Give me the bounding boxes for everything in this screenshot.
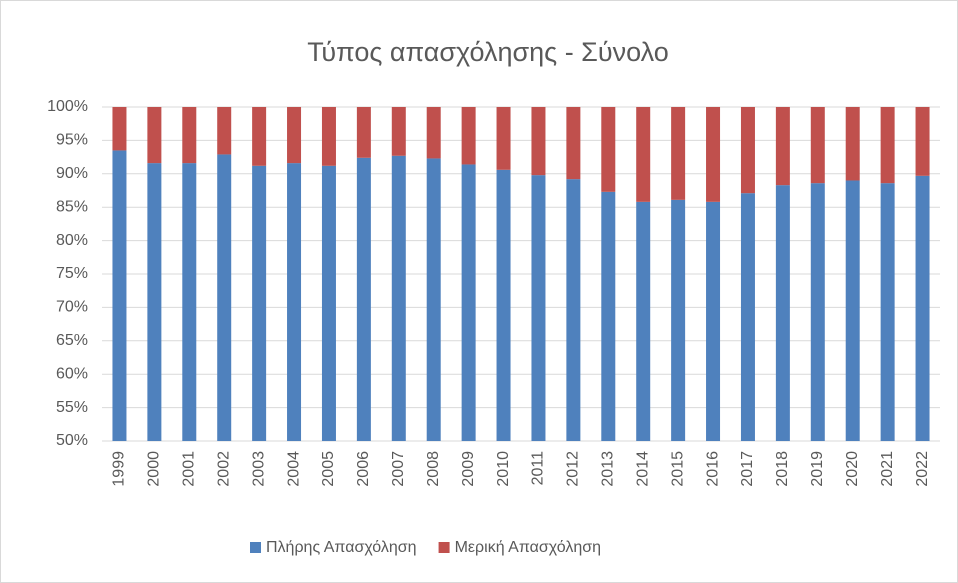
x-tick-label: 2015 <box>669 451 686 487</box>
x-tick-label: 2004 <box>285 451 302 487</box>
bar-segment <box>636 201 651 441</box>
bar-segment <box>252 165 267 441</box>
bar-segment <box>217 154 232 442</box>
bar-segment <box>775 107 790 186</box>
bar-segment <box>356 107 371 158</box>
bar-segment <box>740 107 755 194</box>
bar-segment <box>461 164 476 441</box>
bar-segment <box>671 199 686 441</box>
bar-segment <box>706 107 721 202</box>
x-tick-label: 2012 <box>565 451 582 487</box>
bar-segment <box>531 107 546 176</box>
x-tick-label: 2006 <box>355 451 372 487</box>
x-tick-label: 2010 <box>495 451 512 487</box>
bar-segment <box>496 169 511 442</box>
bar-segment <box>252 107 267 166</box>
bar-segment <box>775 185 790 441</box>
bar-segment <box>147 163 162 441</box>
bar-segment <box>706 201 721 441</box>
bar-segment <box>566 107 581 180</box>
bar-segment <box>287 107 302 164</box>
bar-segment <box>182 163 197 441</box>
bar-segment <box>287 163 302 441</box>
y-tick-label: 75% <box>56 265 88 282</box>
legend-label: Μερική Απασχόληση <box>455 539 601 556</box>
bar-segment <box>880 183 895 442</box>
x-tick-label: 2008 <box>425 451 442 487</box>
x-tick-label: 2021 <box>879 451 896 487</box>
bar-segment <box>915 107 930 176</box>
bar-segment <box>810 183 825 442</box>
bar-segment <box>182 107 197 164</box>
chart-title: Τύπος απασχόλησης - Σύνολο <box>307 37 669 67</box>
bar-segment <box>496 107 511 170</box>
x-tick-label: 2013 <box>600 451 617 487</box>
bar-segment <box>321 165 336 441</box>
y-tick-label: 60% <box>56 365 88 382</box>
x-tick-label: 2022 <box>914 451 931 487</box>
x-tick-label: 2011 <box>530 451 547 486</box>
x-tick-label: 2009 <box>460 451 477 487</box>
bar-segment <box>601 107 616 192</box>
bar-segment <box>740 193 755 441</box>
bar-segment <box>426 107 441 159</box>
y-tick-label: 100% <box>47 98 88 115</box>
legend-swatch <box>250 542 261 553</box>
x-tick-label: 2001 <box>181 451 198 487</box>
y-tick-label: 65% <box>56 332 88 349</box>
bar-segment <box>426 158 441 441</box>
x-tick-label: 2018 <box>774 451 791 487</box>
x-tick-label: 1999 <box>111 451 128 487</box>
x-tick-label: 2019 <box>809 451 826 487</box>
bar-segment <box>636 107 651 202</box>
bar-segment <box>601 191 616 441</box>
x-tick-label: 2002 <box>215 451 232 487</box>
bar-segment <box>112 150 127 442</box>
bar-segment <box>112 107 127 151</box>
bar-segment <box>671 107 686 200</box>
legend-label: Πλήρης Απασχόληση <box>266 539 417 556</box>
x-tick-label: 2005 <box>320 451 337 487</box>
x-tick-label: 2003 <box>250 451 267 487</box>
bar-segment <box>147 107 162 164</box>
y-tick-label: 80% <box>56 232 88 249</box>
bar-segment <box>531 175 546 442</box>
y-tick-label: 55% <box>56 399 88 416</box>
x-tick-label: 2007 <box>390 451 407 487</box>
bar-segment <box>391 107 406 156</box>
x-tick-label: 2016 <box>704 451 721 487</box>
x-tick-label: 2014 <box>634 451 651 487</box>
y-tick-label: 70% <box>56 299 88 316</box>
legend-swatch <box>438 542 450 553</box>
bar-segment <box>461 107 476 165</box>
bar-segment <box>321 107 336 166</box>
y-tick-label: 90% <box>56 165 88 182</box>
y-tick-label: 50% <box>56 432 88 449</box>
bar-segment <box>356 157 371 441</box>
bar-segment <box>391 155 406 442</box>
bar-segment <box>810 107 825 184</box>
bar-segment <box>915 175 930 441</box>
y-tick-label: 85% <box>56 198 88 215</box>
bar-segment <box>845 180 860 442</box>
bar-segment <box>217 107 232 155</box>
bar-segment <box>566 179 581 442</box>
y-tick-label: 95% <box>56 132 88 149</box>
bar-segment <box>880 107 895 184</box>
x-tick-label: 2017 <box>739 451 756 487</box>
x-tick-label: 2000 <box>146 451 163 487</box>
bar-segment <box>845 107 860 181</box>
x-tick-label: 2020 <box>844 451 861 487</box>
